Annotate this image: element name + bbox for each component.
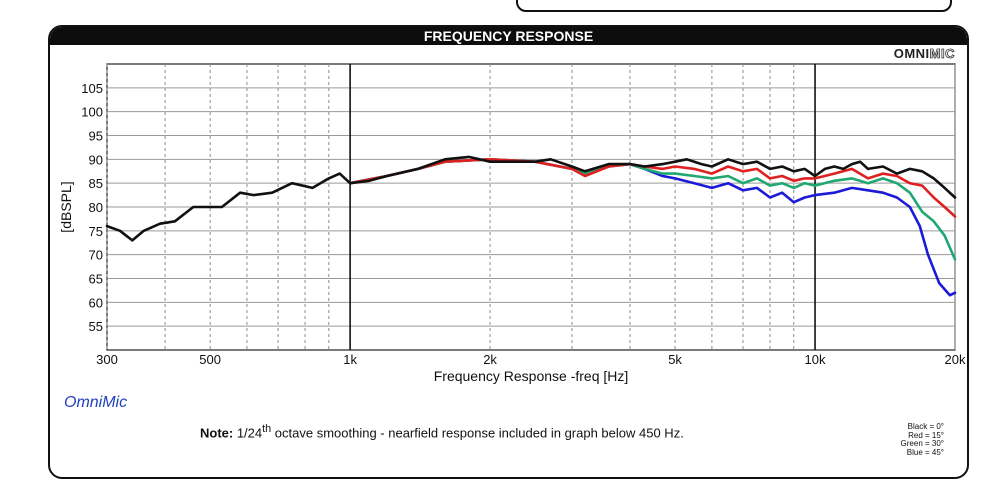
y-tick-label: 75 [89, 224, 103, 239]
y-tick-label: 100 [81, 105, 103, 120]
y-tick-label: 70 [89, 248, 103, 263]
x-tick-label: 20k [945, 352, 966, 367]
y-tick-label: 95 [89, 129, 103, 144]
legend-entry: Black = 0° [907, 422, 944, 431]
series-line [348, 158, 957, 218]
legend-entry: Red = 15° [908, 430, 944, 440]
omnimic-logo: OMNIMIC [893, 46, 955, 62]
angle-legend: Black = 0° Red = 15° Green = 30° Blue = … [880, 422, 944, 457]
x-axis-label: Frequency Response -freq [Hz] [434, 368, 629, 384]
y-tick-label: 80 [89, 200, 103, 215]
legend-entry: Blue = 45° [906, 447, 944, 457]
y-tick-label: 65 [89, 272, 103, 287]
grid-lines [106, 64, 956, 350]
x-tick-label: 500 [199, 352, 221, 367]
legend-entry: Green = 30° [900, 439, 944, 448]
x-tick-label: 300 [96, 352, 118, 367]
series-lines [105, 155, 957, 297]
y-tick-label: 90 [89, 152, 103, 167]
y-tick-label: 85 [89, 176, 103, 191]
x-tick-labels: 300 500 1k 2k 5k 10k 20k [96, 352, 966, 367]
note-text: Note: 1/24th octave smoothing - nearfiel… [200, 423, 684, 441]
x-tick-label: 5k [668, 352, 682, 367]
panel-title: FREQUENCY RESPONSE [50, 27, 967, 45]
y-tick-label: 105 [81, 81, 103, 96]
y-tick-labels: 55 60 65 70 75 80 85 90 95 100 105 [81, 81, 103, 334]
x-tick-label: 1k [343, 352, 357, 367]
y-tick-label: 55 [89, 319, 103, 334]
y-tick-label: 60 [89, 295, 103, 310]
x-tick-label: 10k [805, 352, 826, 367]
omnimic-caption: OmniMic [64, 394, 128, 411]
series-line [105, 155, 957, 242]
top-panel-edge [516, 0, 952, 12]
y-axis-label: [dBSPL] [58, 181, 74, 232]
x-tick-label: 2k [483, 352, 497, 367]
